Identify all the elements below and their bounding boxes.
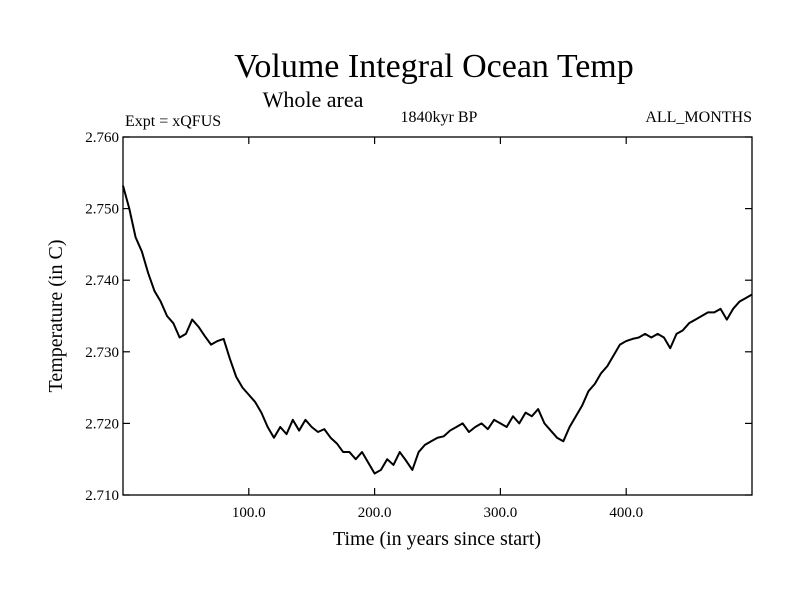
y-tick-label-3: 2.740 (85, 273, 119, 289)
chart-subtitle: Whole area (263, 87, 364, 112)
y-tick-label-5: 2.760 (85, 130, 119, 146)
y-tick-label-4: 2.750 (85, 202, 119, 218)
x-tick-label-0: 100.0 (232, 505, 266, 521)
y-axis-label: Temperature (in C) (45, 240, 67, 393)
x-tick-label-1: 200.0 (358, 505, 392, 521)
y-tick-label-2: 2.730 (85, 345, 119, 361)
period-label: 1840kyr BP (401, 109, 478, 126)
y-axis: 2.710 2.720 2.730 2.740 2.750 2.760 (85, 130, 752, 504)
plot-frame (122, 136, 753, 496)
y-tick-label-1: 2.720 (85, 416, 119, 432)
x-axis-label: Time (in years since start) (333, 528, 541, 550)
x-axis: 100.0 200.0 300.0 400.0 (232, 137, 643, 521)
months-label: ALL_MONTHS (645, 109, 752, 126)
x-tick-label-3: 400.0 (609, 505, 643, 521)
experiment-label: Expt = xQFUS (125, 113, 221, 130)
series-line (122, 185, 753, 475)
x-tick-label-2: 300.0 (484, 505, 518, 521)
chart-title: Volume Integral Ocean Temp (234, 48, 634, 85)
y-tick-label-0: 2.710 (85, 488, 119, 504)
